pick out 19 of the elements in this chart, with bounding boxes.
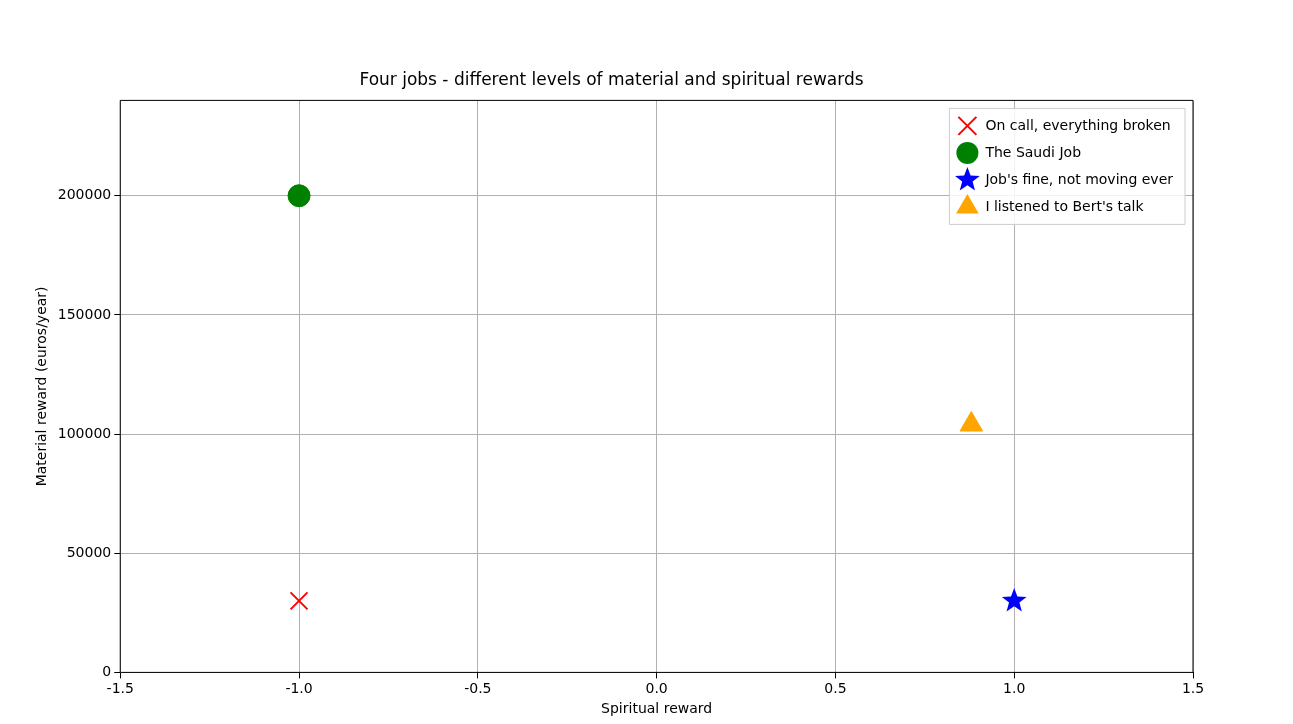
x-tick-label: 0.5 [824,680,847,697]
chart-title: Four jobs - different levels of material and spiritual rewards [359,68,864,89]
y-tick-label: 50000 [66,543,112,560]
x-tick-label: -1.0 [285,680,313,697]
y-tick-label: 150000 [57,305,112,322]
legend-label: On call, everything broken [985,116,1171,133]
y-tick-label: 100000 [57,424,112,441]
legend-label: The Saudi Job [984,143,1082,160]
y-tick-label: 200000 [57,186,112,203]
y-axis-title: Material reward (euros/year) [33,286,50,487]
x-axis-title: Spiritual reward [601,700,713,717]
x-tick-label: 1.0 [1003,680,1026,697]
x-tick-label: 0.0 [645,680,668,697]
x-tick-label: -0.5 [464,680,492,697]
x-tick-label: -1.5 [106,680,134,697]
legend-label: I listened to Bert's talk [985,197,1145,214]
y-tick-label: 0 [102,663,112,680]
x-tick-label: 1.5 [1181,680,1205,697]
legend-label: Job's fine, not moving ever [984,170,1174,187]
